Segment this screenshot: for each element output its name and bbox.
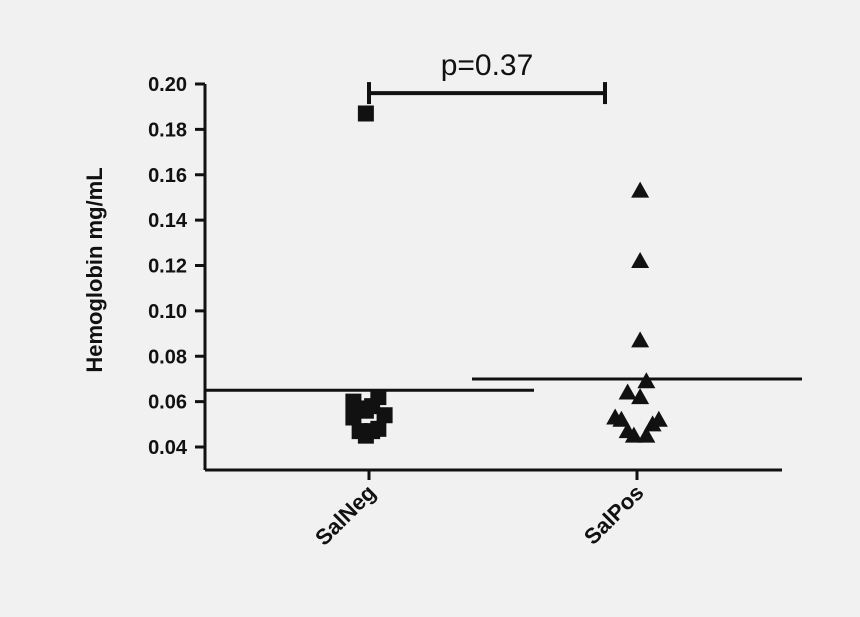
- data-point-triangle: [631, 181, 650, 198]
- y-tick-label: 0.06: [148, 392, 187, 414]
- data-point-triangle: [637, 426, 656, 443]
- x-tick-label-salpos: SalPos: [579, 480, 649, 550]
- data-point-square: [370, 420, 387, 437]
- y-tick-label: 0.08: [148, 346, 187, 368]
- data-point-triangle: [637, 372, 656, 389]
- data-point-square: [376, 407, 393, 424]
- y-tick-label: 0.16: [148, 165, 187, 187]
- y-tick-label: 0.20: [148, 74, 187, 96]
- data-point-square: [357, 105, 374, 122]
- y-tick-label: 0.18: [148, 119, 187, 141]
- y-tick-label: 0.10: [148, 301, 187, 323]
- y-tick-label: 0.04: [148, 437, 188, 459]
- data-point-triangle: [631, 251, 650, 268]
- data-point-triangle: [618, 383, 637, 400]
- marks: p=0.37: [204, 49, 802, 444]
- data-point-triangle: [631, 331, 650, 348]
- data-point-triangle: [624, 426, 643, 443]
- data-point-square: [370, 389, 387, 406]
- p-value-annotation: p=0.37: [441, 49, 534, 82]
- y-tick-label: 0.14: [148, 210, 188, 232]
- data-point-triangle: [612, 410, 631, 427]
- data-point-triangle: [649, 410, 668, 427]
- x-tick-label-salneg: SalNeg: [310, 480, 380, 550]
- data-point-triangle: [631, 388, 650, 405]
- y-axis-title: Hemoglobin mg/mL: [82, 167, 107, 372]
- axes: 0.20 0.18 0.16 0.14 0.12 0.10 0.08 0.06 0.04 SalN…: [148, 74, 782, 550]
- y-tick-label: 0.12: [148, 256, 187, 278]
